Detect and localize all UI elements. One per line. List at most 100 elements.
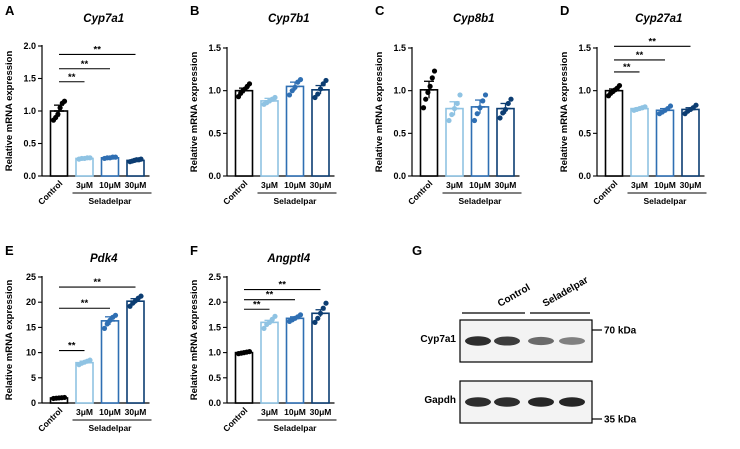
chart-panel-a: A Cyp7a1 Relative mRNA expression 0.0 0.5 1.0… bbox=[4, 3, 152, 207]
data-point bbox=[297, 312, 304, 318]
data-point bbox=[477, 105, 483, 111]
band bbox=[528, 397, 554, 407]
data-point bbox=[471, 117, 478, 124]
data-point bbox=[138, 293, 144, 299]
bar-2 bbox=[470, 106, 490, 177]
group-label: Control bbox=[496, 282, 532, 309]
data-point bbox=[246, 81, 253, 87]
data-point bbox=[616, 82, 623, 89]
category-label: 10μM bbox=[654, 180, 676, 190]
category-label: 3μM bbox=[76, 407, 93, 417]
data-point bbox=[315, 315, 321, 321]
category-label: 10μM bbox=[99, 407, 121, 417]
chart-panel-d: D Cyp27a1 Relative mRNA expression 0.0 0.5 1.… bbox=[559, 3, 707, 207]
data-point bbox=[497, 115, 503, 121]
category-label: 10μM bbox=[284, 180, 306, 190]
y-tick-label: 0.5 bbox=[208, 373, 221, 383]
data-point bbox=[667, 103, 674, 109]
y-tick-label: 2.0 bbox=[23, 41, 36, 51]
panel-label: A bbox=[5, 3, 15, 18]
significance-label: ** bbox=[649, 36, 657, 47]
group-label: Seladelpar bbox=[541, 275, 590, 310]
y-tick-label: 0.0 bbox=[393, 171, 406, 181]
data-point bbox=[87, 155, 93, 161]
data-point bbox=[502, 106, 509, 113]
y-tick-label: 1.0 bbox=[23, 106, 36, 116]
category-label: 30μM bbox=[310, 407, 332, 417]
bar-0 bbox=[234, 89, 254, 177]
y-tick-label: 25 bbox=[26, 272, 36, 282]
bar-charts: A Cyp7a1 Relative mRNA expression 0.0 0.5 1.0… bbox=[4, 3, 707, 434]
bar-1 bbox=[260, 321, 279, 404]
significance-label: ** bbox=[636, 50, 644, 61]
data-point bbox=[101, 325, 108, 332]
category-label: 30μM bbox=[680, 180, 702, 190]
band bbox=[465, 336, 491, 346]
category-label: 10μM bbox=[284, 407, 306, 417]
y-tick-label: 1.5 bbox=[23, 74, 36, 84]
data-point bbox=[693, 102, 699, 108]
bar-3 bbox=[681, 108, 700, 177]
significance-label: ** bbox=[253, 299, 261, 310]
chart-title: Angptl4 bbox=[266, 253, 310, 265]
data-point bbox=[420, 105, 427, 111]
bar-3 bbox=[311, 89, 330, 177]
y-tick-label: 1.0 bbox=[208, 348, 221, 358]
y-tick-label: 1.0 bbox=[578, 86, 591, 96]
category-label: 30μM bbox=[125, 407, 147, 417]
data-point bbox=[431, 68, 438, 74]
y-axis-label: Relative mRNA expression bbox=[559, 52, 570, 173]
bar-0 bbox=[419, 89, 439, 177]
significance-label: ** bbox=[623, 62, 631, 73]
category-label: Control bbox=[36, 178, 64, 206]
y-tick-label: 0.5 bbox=[208, 128, 221, 138]
panel-label: G bbox=[412, 243, 422, 258]
group-label: Seladelpar bbox=[459, 196, 503, 206]
band bbox=[494, 397, 520, 407]
category-label: Control bbox=[221, 178, 249, 206]
y-tick-label: 20 bbox=[26, 297, 36, 307]
y-tick-label: 0.0 bbox=[208, 171, 221, 181]
bar-0 bbox=[234, 351, 254, 404]
data-point bbox=[104, 321, 110, 327]
y-tick-label: 0.0 bbox=[578, 171, 591, 181]
panel-label: D bbox=[560, 3, 569, 18]
western-blot-panel: G Control Seladelpar Cyp7a1 70 kDa Gapdh 35 kD… bbox=[412, 243, 637, 426]
significance-label: ** bbox=[266, 290, 274, 301]
protein-label: Gapdh bbox=[424, 395, 456, 406]
category-label: 30μM bbox=[125, 180, 147, 190]
data-point bbox=[138, 156, 144, 162]
significance-label: ** bbox=[279, 280, 287, 291]
data-point bbox=[315, 91, 321, 97]
category-label: 3μM bbox=[446, 180, 463, 190]
data-point bbox=[317, 310, 324, 316]
category-label: 3μM bbox=[261, 407, 278, 417]
y-axis-label: Relative mRNA expression bbox=[4, 51, 15, 172]
chart-title: Cyp27a1 bbox=[635, 13, 682, 25]
y-tick-label: 1.5 bbox=[393, 43, 406, 53]
y-tick-label: 0 bbox=[31, 398, 36, 408]
data-point bbox=[55, 111, 61, 117]
blot-row-cyp7a1: Cyp7a1 70 kDa bbox=[420, 319, 637, 363]
data-point bbox=[246, 348, 253, 355]
data-point bbox=[272, 313, 278, 319]
bar-1 bbox=[260, 100, 279, 177]
data-point bbox=[261, 325, 267, 332]
y-tick-label: 0.0 bbox=[208, 398, 221, 408]
y-tick-label: 2.5 bbox=[208, 272, 221, 282]
category-label: 10μM bbox=[99, 180, 121, 190]
category-label: Control bbox=[221, 405, 249, 433]
data-point bbox=[508, 96, 514, 102]
y-tick-label: 0.5 bbox=[578, 128, 591, 138]
y-tick-label: 1.5 bbox=[578, 43, 591, 53]
chart-title: Cyp7b1 bbox=[268, 13, 310, 25]
significance-label: ** bbox=[94, 44, 102, 55]
y-tick-label: 2.0 bbox=[208, 297, 221, 307]
data-point bbox=[323, 77, 329, 84]
data-point bbox=[642, 104, 648, 110]
data-point bbox=[449, 111, 455, 118]
significance-label: ** bbox=[81, 59, 89, 70]
data-point bbox=[286, 92, 293, 98]
y-axis-label: Relative mRNA expression bbox=[4, 280, 15, 401]
